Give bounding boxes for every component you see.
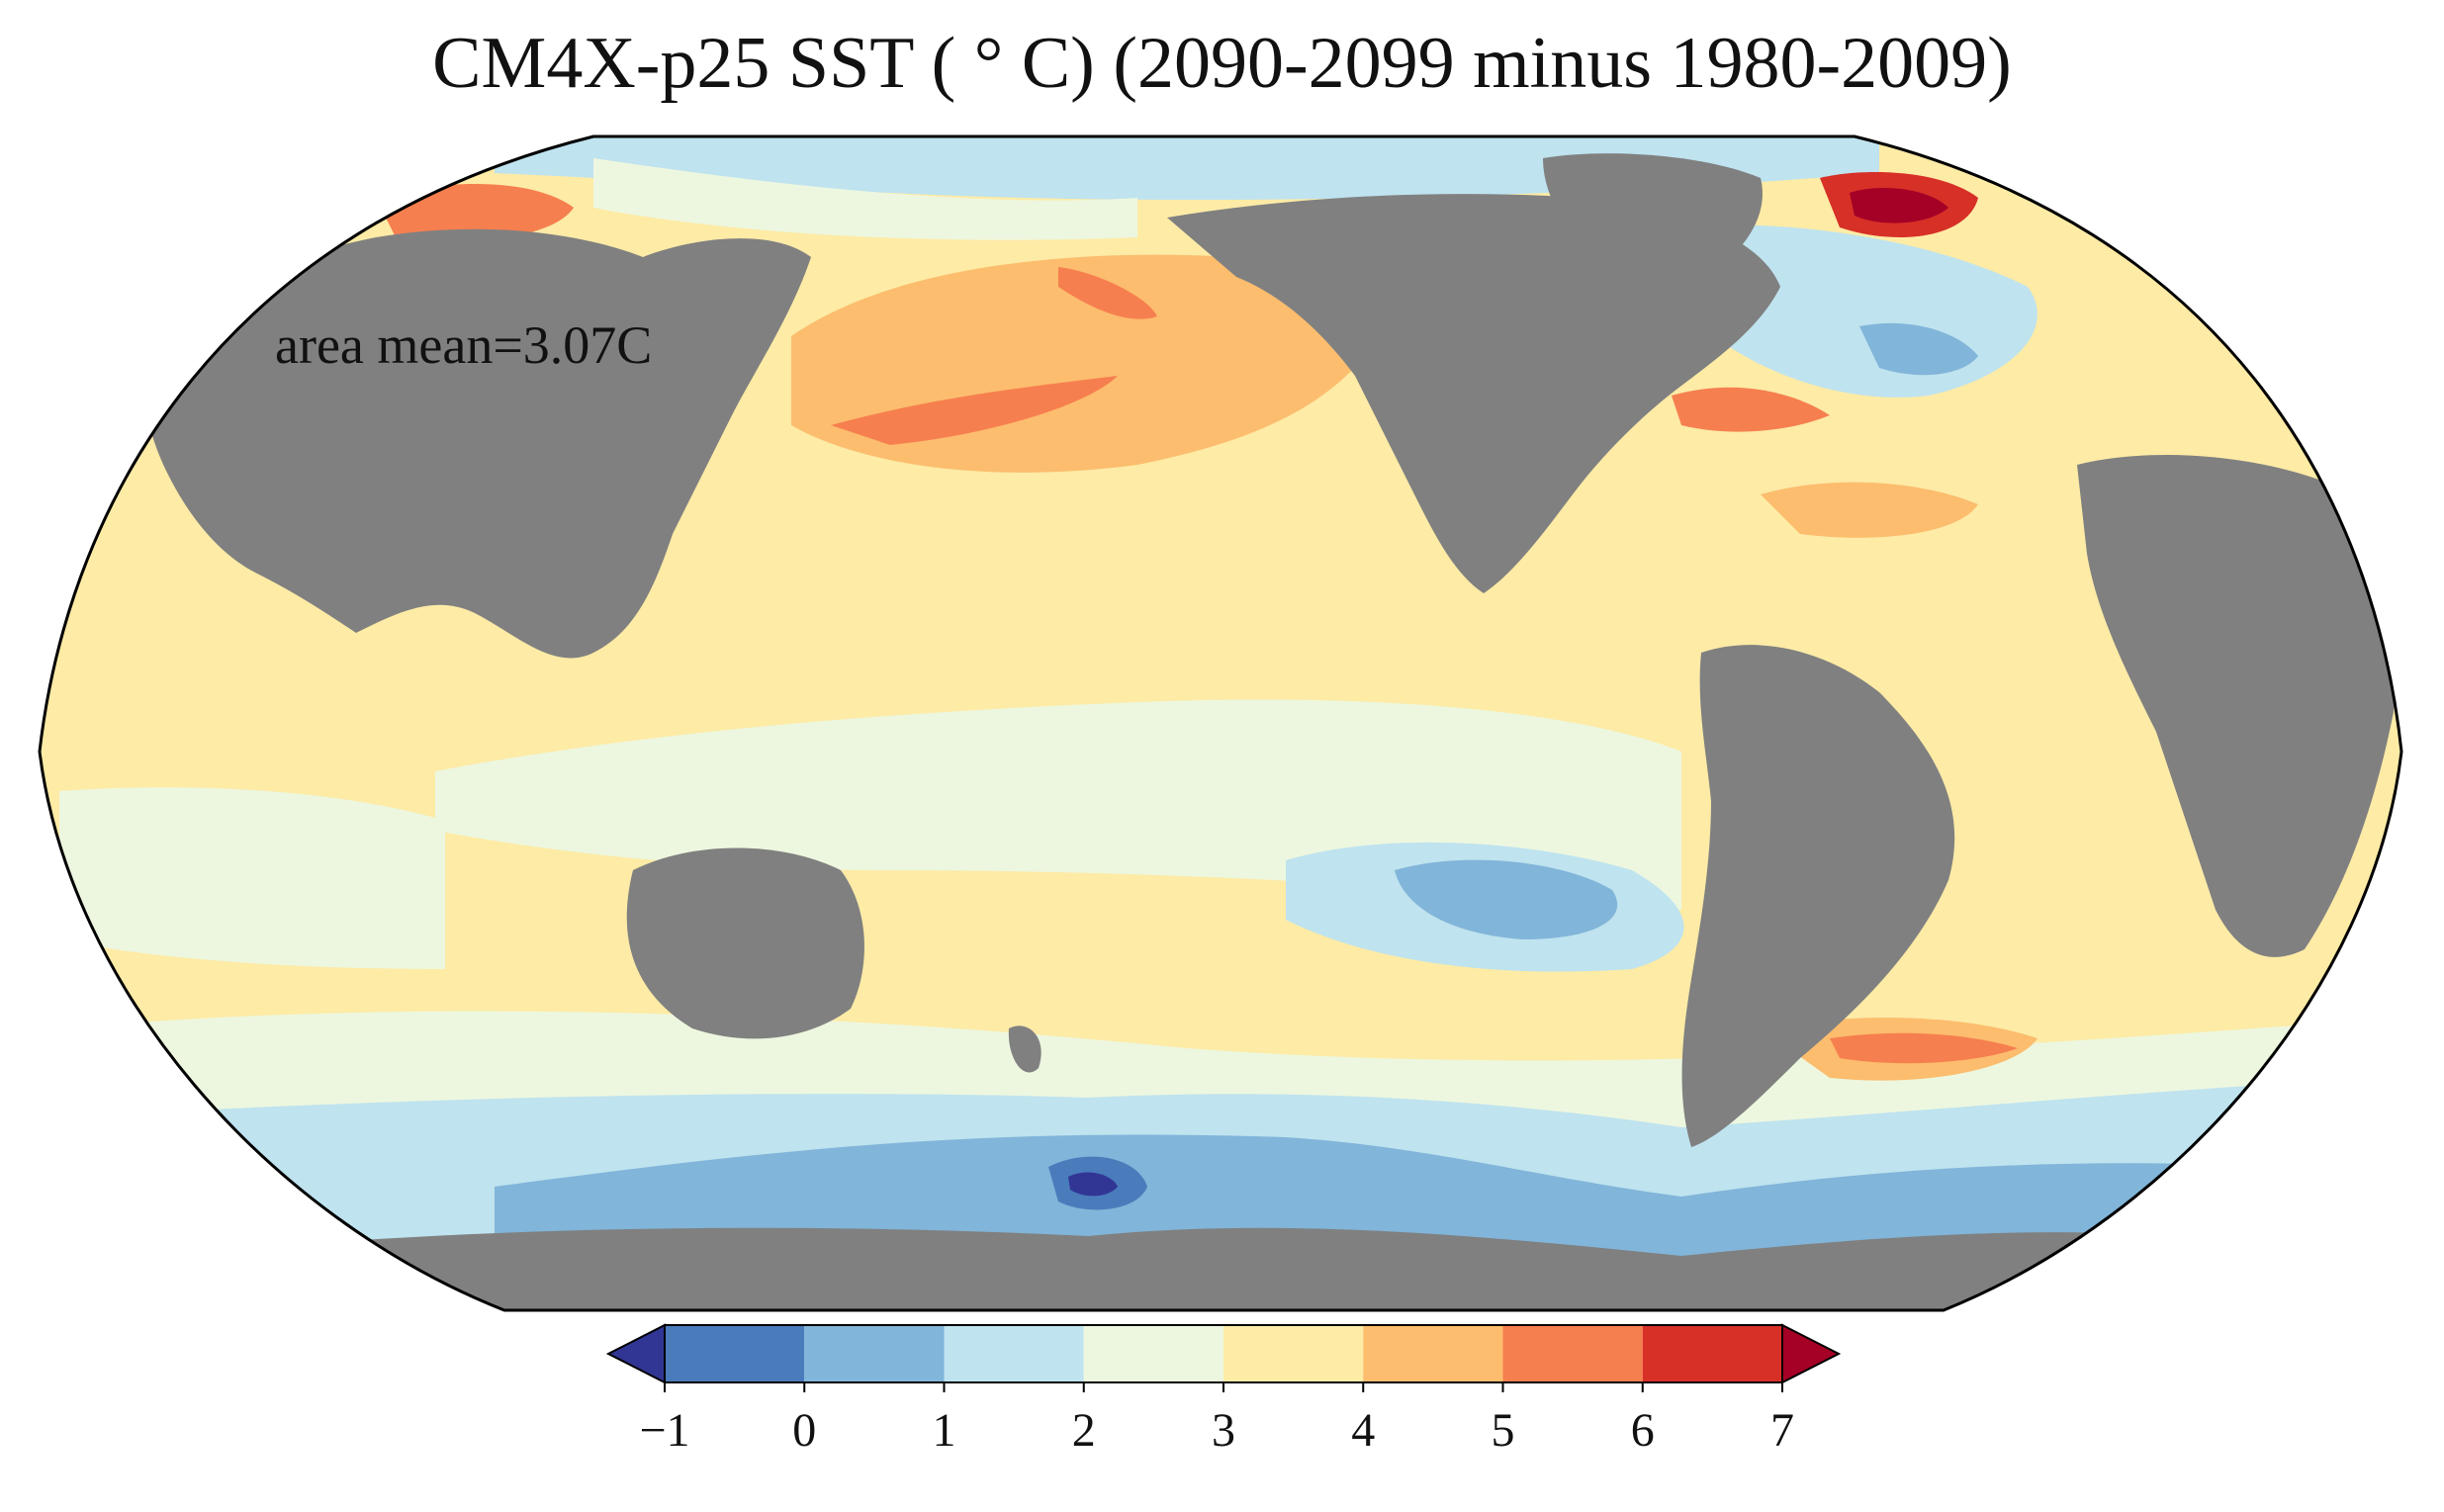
land-layer (144, 153, 2398, 1310)
colorbar-tick-label: 4 (1351, 1404, 1375, 1457)
colorbar-bin-3 (1083, 1325, 1223, 1382)
colorbar-tick-label: 7 (1770, 1404, 1794, 1457)
north-america-land (1167, 194, 1780, 593)
new-zealand-land (1008, 1025, 1041, 1073)
arctic-band-2 (593, 158, 1137, 240)
colorbar-bin-6 (1502, 1325, 1643, 1382)
colorbar-bin-1 (804, 1325, 945, 1382)
ross-sea-coldest (1068, 1172, 1118, 1197)
colorbar-tick-label: 1 (933, 1404, 956, 1457)
barents-hot (1850, 188, 1948, 223)
colorbar: −1 0 1 2 3 4 5 6 7 (605, 1323, 1842, 1457)
north-atlantic-cold-core (1859, 322, 1978, 376)
antarctica-land (198, 1227, 2275, 1310)
colorbar-tick-label: 6 (1631, 1404, 1655, 1457)
colorbar-tick-label: 3 (1212, 1404, 1235, 1457)
map-boundary (38, 134, 2403, 1312)
colorbar-bin-7 (1642, 1325, 1782, 1382)
south-america-land (1681, 645, 1955, 1147)
australia-land (626, 847, 864, 1039)
arctic-band (495, 136, 1879, 201)
colorbar-under-extension (605, 1323, 666, 1384)
south-atlantic-warm-core (1830, 1032, 2018, 1064)
subtropical-atlantic-warm (1761, 482, 1978, 538)
area-mean-annotation: area mean=3.07C (275, 315, 653, 375)
page-title: CM4X-p25 SST ( ° C) (2090-2099 minus 198… (432, 23, 2012, 104)
ocean-layer (40, 136, 2401, 1310)
colorbar-bin-0 (665, 1325, 805, 1382)
colorbar-tick-label: −1 (639, 1404, 689, 1457)
se-pacific-cool-core (1395, 859, 1618, 939)
greenland-land (1543, 153, 1763, 280)
okhotsk-warm (1058, 267, 1157, 319)
eurasia-land (144, 228, 811, 659)
colorbar-bin-5 (1363, 1325, 1503, 1382)
colorbar-tick-label: 2 (1072, 1404, 1096, 1457)
colorbar-bin-2 (944, 1325, 1084, 1382)
indian-ocean-green (59, 787, 445, 969)
colorbar-over-extension (1781, 1323, 1842, 1384)
colorbar-tick-label: 0 (792, 1404, 816, 1457)
africa-land (2077, 455, 2398, 957)
colorbar-tick-label: 5 (1492, 1404, 1515, 1457)
colorbar-bin-4 (1223, 1325, 1364, 1382)
kuroshio-warm (831, 376, 1118, 445)
gulf-stream-warm (1672, 387, 1830, 432)
